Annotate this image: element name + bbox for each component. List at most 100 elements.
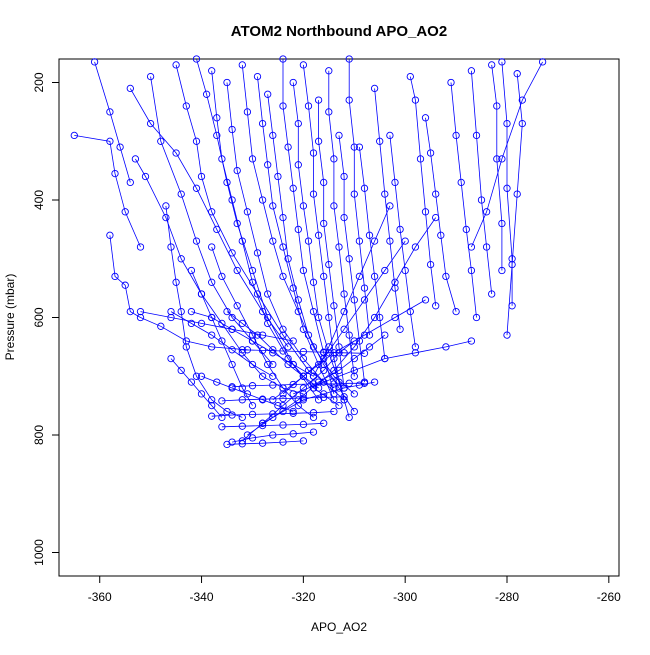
profile-line <box>471 70 493 295</box>
data-point <box>197 372 206 380</box>
data-point <box>350 143 358 151</box>
profile-line <box>348 59 370 336</box>
data-point <box>330 380 338 388</box>
data-point <box>482 208 491 216</box>
data-point <box>299 372 308 380</box>
profile-line <box>226 82 345 401</box>
data-point <box>467 337 476 345</box>
data-point <box>248 382 257 390</box>
data-point <box>299 390 308 398</box>
data-point <box>111 272 119 281</box>
data-point <box>228 125 236 134</box>
data-point <box>538 58 547 66</box>
profile-series <box>370 84 404 333</box>
profile-line <box>170 358 223 418</box>
profile-series <box>208 243 318 422</box>
data-point <box>223 407 231 416</box>
data-point <box>202 90 211 98</box>
data-point <box>208 412 216 420</box>
data-point <box>106 231 114 239</box>
data-point <box>136 313 145 322</box>
data-point <box>289 430 297 438</box>
data-point <box>177 190 185 198</box>
profile-series <box>503 70 526 339</box>
data-point <box>121 208 129 216</box>
data-point <box>309 413 318 422</box>
data-point <box>279 272 287 281</box>
data-point <box>294 161 302 169</box>
data-point <box>279 213 287 222</box>
data-point <box>325 260 333 269</box>
data-point <box>493 155 501 163</box>
profile-line <box>313 205 391 377</box>
profile-series <box>136 307 297 345</box>
profile-line <box>211 70 340 406</box>
data-point <box>294 119 302 128</box>
profile-line <box>506 73 523 336</box>
data-point <box>136 307 145 316</box>
data-point <box>208 396 216 404</box>
profile-line <box>389 135 416 347</box>
data-point <box>182 343 190 351</box>
data-point <box>213 131 221 140</box>
data-point <box>284 143 292 151</box>
data-point <box>299 266 308 275</box>
data-point <box>248 155 257 163</box>
data-point <box>258 396 267 404</box>
data-point <box>253 72 262 81</box>
data-point <box>381 266 389 275</box>
data-point <box>381 354 389 363</box>
profile-series <box>243 331 389 439</box>
data-point <box>498 266 506 275</box>
data-point <box>228 325 236 333</box>
data-point <box>243 390 252 398</box>
data-point <box>208 278 216 286</box>
data-point <box>197 319 206 328</box>
data-point <box>340 393 348 401</box>
data-point <box>213 114 221 122</box>
data-point <box>309 409 318 417</box>
data-point <box>289 409 297 417</box>
data-point <box>233 302 241 310</box>
data-point <box>396 225 404 234</box>
profile-series <box>192 55 323 404</box>
data-point <box>162 213 170 222</box>
data-point <box>289 78 297 87</box>
chart-title: ATOM2 Northbound APO_AO2 <box>231 23 447 40</box>
data-point <box>467 243 476 251</box>
profile-series <box>223 437 308 449</box>
data-point <box>426 149 435 157</box>
profile-line <box>501 61 513 306</box>
data-point <box>320 366 328 375</box>
x-tick-label: -320 <box>291 590 315 604</box>
data-point <box>289 337 297 345</box>
data-point <box>370 313 379 322</box>
data-point <box>238 422 246 430</box>
profile-series <box>253 72 338 404</box>
data-point <box>248 410 257 419</box>
profile-series <box>197 372 297 416</box>
profile-line <box>374 88 401 330</box>
data-point <box>391 278 399 286</box>
data-point <box>269 346 277 354</box>
x-tick-label: -260 <box>597 590 621 604</box>
profile-series <box>279 237 409 398</box>
profile-line <box>409 76 437 306</box>
data-point <box>314 231 323 239</box>
data-point <box>314 384 323 392</box>
data-point <box>228 249 236 257</box>
data-point <box>335 131 343 140</box>
data-point <box>264 360 272 369</box>
data-point <box>269 381 277 389</box>
profile-line <box>135 158 304 395</box>
data-point <box>330 396 338 404</box>
data-point <box>391 313 399 322</box>
data-point <box>320 272 328 281</box>
data-point <box>345 96 353 104</box>
data-point <box>192 184 201 192</box>
data-point <box>452 307 460 316</box>
data-point <box>279 384 287 392</box>
data-point <box>274 401 282 410</box>
data-point <box>238 61 246 69</box>
profile-series <box>299 61 348 404</box>
